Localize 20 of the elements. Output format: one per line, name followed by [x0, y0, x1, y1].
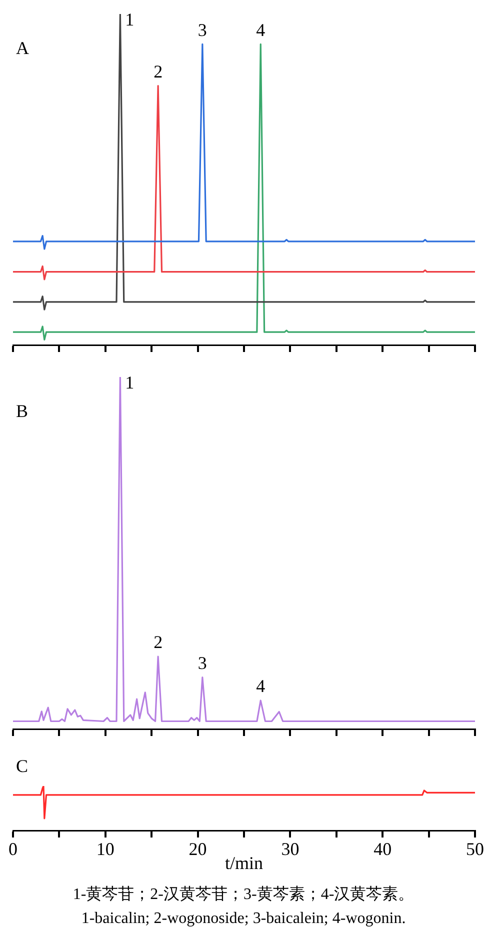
- annotation: 4: [256, 676, 266, 696]
- text: 1-baicalin; 2-wogonoside; 3-baicalein; 4-wogonin.: [81, 910, 406, 927]
- annotation: 1: [125, 372, 134, 393]
- text: 1-黄芩苷；2-汉黄芩苷；3-黄芩素；4-汉黄芩素。: [72, 885, 414, 903]
- x-tick-label: 0: [8, 839, 18, 860]
- annotation: 4: [256, 20, 266, 40]
- x-tick-label: 30: [281, 839, 300, 860]
- x-tick-label: 10: [96, 839, 114, 860]
- chart-title: C: [16, 756, 28, 776]
- x-tick-label: 40: [374, 839, 392, 860]
- text: A: [16, 38, 29, 58]
- annotation: 2: [154, 62, 163, 82]
- x-axis-title: t/min: [224, 852, 264, 873]
- text: B: [16, 401, 28, 421]
- annotation: 3: [198, 20, 207, 40]
- x-tick-label: 50: [466, 839, 484, 860]
- x-tick-label: 20: [188, 839, 207, 860]
- annotation: 3: [198, 652, 207, 673]
- annotation: 2: [154, 632, 163, 652]
- annotation: 1: [125, 10, 134, 30]
